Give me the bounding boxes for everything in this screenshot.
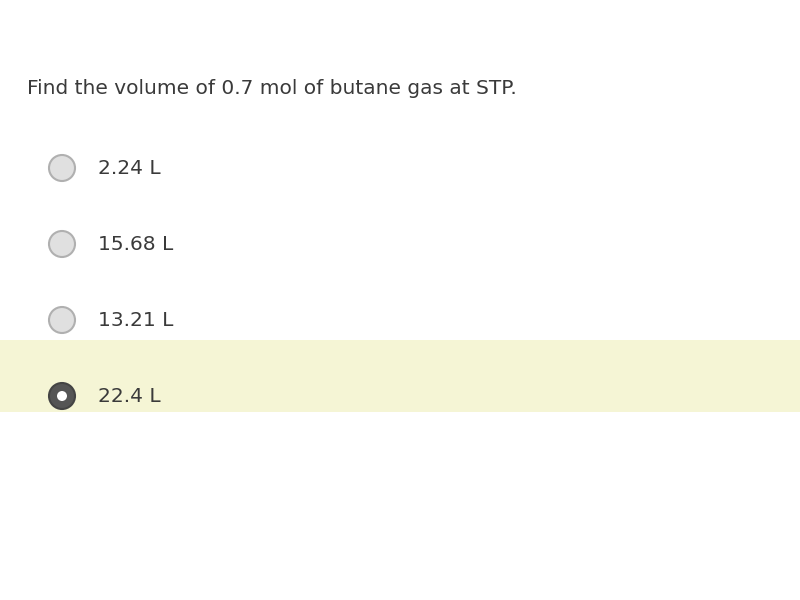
Text: 15.68 L: 15.68 L [98, 235, 174, 253]
Ellipse shape [49, 231, 75, 257]
FancyBboxPatch shape [0, 340, 800, 412]
Ellipse shape [49, 155, 75, 181]
Ellipse shape [49, 307, 75, 333]
Text: 13.21 L: 13.21 L [98, 311, 174, 329]
Ellipse shape [57, 391, 67, 401]
Ellipse shape [49, 383, 75, 409]
Text: 2.24 L: 2.24 L [98, 158, 161, 178]
Text: 22.4 L: 22.4 L [98, 386, 161, 406]
Text: Find the volume of 0.7 mol of butane gas at STP.: Find the volume of 0.7 mol of butane gas… [27, 79, 517, 97]
